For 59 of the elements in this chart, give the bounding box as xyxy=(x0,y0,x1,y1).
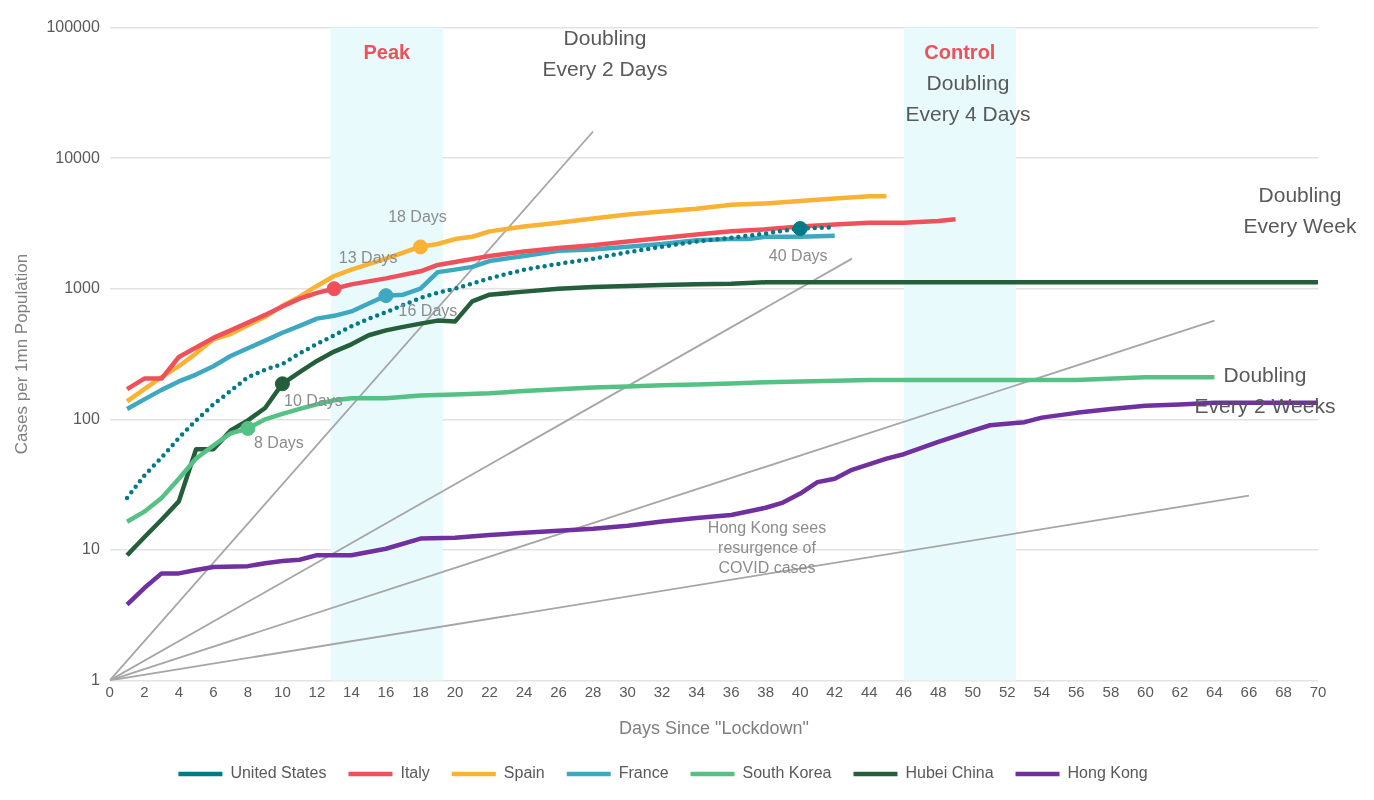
annotation: 40 Days xyxy=(768,246,828,264)
x-tick-label: 60 xyxy=(1137,682,1154,700)
y-tick-label: 10000 xyxy=(55,148,100,166)
legend-label: United States xyxy=(230,764,327,782)
x-tick-label: 42 xyxy=(826,682,844,700)
x-tick-label: 18 xyxy=(412,682,429,700)
x-tick-label: 12 xyxy=(308,682,326,700)
x-tick-label: 22 xyxy=(481,682,498,700)
x-tick-label: 0 xyxy=(105,682,114,700)
x-tick-label: 20 xyxy=(446,682,464,700)
x-tick-label: 28 xyxy=(584,682,602,700)
x-tick-label: 58 xyxy=(1102,682,1120,700)
x-tick-label: 16 xyxy=(377,682,395,700)
y-axis-title: Cases per 1mn Population xyxy=(11,253,31,455)
x-tick-label: 68 xyxy=(1275,682,1292,700)
x-tick-label: 8 xyxy=(243,682,253,700)
legend-label: Spain xyxy=(503,764,545,782)
y-tick-label: 100000 xyxy=(46,18,100,36)
x-tick-label: 54 xyxy=(1033,682,1051,700)
x-tick-label: 52 xyxy=(998,682,1016,700)
legend-label: Hubei China xyxy=(905,764,994,782)
x-tick-label: 66 xyxy=(1240,682,1258,700)
x-tick-label: 26 xyxy=(550,682,567,700)
annotation: 8 Days xyxy=(253,433,304,451)
x-tick-label: 34 xyxy=(688,682,705,700)
x-tick-label: 62 xyxy=(1171,682,1189,700)
x-tick-label: 50 xyxy=(964,682,982,700)
y-tick-label: 100 xyxy=(73,409,100,427)
y-tick-label: 10 xyxy=(81,540,100,558)
legend-label: France xyxy=(618,764,669,782)
x-tick-label: 36 xyxy=(722,682,740,700)
legend-label: South Korea xyxy=(742,764,832,782)
x-tick-label: 14 xyxy=(343,682,360,700)
x-tick-label: 64 xyxy=(1206,682,1223,700)
annotation: Doubling Every Week xyxy=(1243,183,1357,238)
x-tick-label: 2 xyxy=(140,682,149,700)
x-tick-label: 6 xyxy=(209,682,218,700)
y-tick-label: 1 xyxy=(90,670,100,688)
band-label: Control xyxy=(924,41,996,64)
x-tick-label: 4 xyxy=(174,682,183,700)
annotation: Doubling Every 2 Days xyxy=(542,26,668,81)
band-label: Peak xyxy=(363,41,412,64)
legend-label: Hong Kong xyxy=(1067,764,1148,782)
x-tick-label: 10 xyxy=(274,682,291,700)
x-tick-label: 56 xyxy=(1068,682,1085,700)
x-tick-label: 32 xyxy=(653,682,671,700)
x-tick-label: 38 xyxy=(757,682,775,700)
annotation: 18 Days xyxy=(388,208,447,226)
x-tick-label: 30 xyxy=(619,682,636,700)
x-tick-label: 24 xyxy=(515,682,533,700)
y-tick-label: 1000 xyxy=(64,279,100,297)
annotation: Doubling Every 4 Days xyxy=(905,71,1031,126)
x-tick-label: 44 xyxy=(860,682,878,700)
x-axis-title: Days Since "Lockdown" xyxy=(618,718,809,739)
x-tick-label: 48 xyxy=(929,682,947,700)
x-tick-label: 70 xyxy=(1309,682,1327,700)
x-tick-label: 40 xyxy=(791,682,809,700)
x-tick-label: 46 xyxy=(895,682,913,700)
legend-label: Italy xyxy=(400,764,430,782)
